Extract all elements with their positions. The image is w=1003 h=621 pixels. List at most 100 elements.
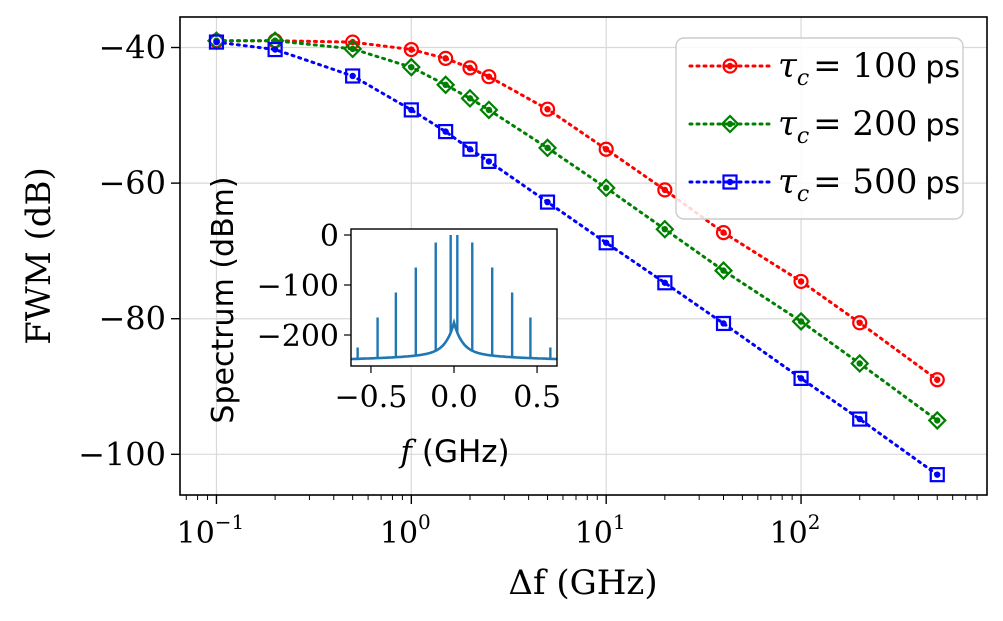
series-marker-dot [602,146,610,153]
series-marker-dot [485,106,493,114]
main-x-axis-label: Δf (GHz) [508,563,657,603]
series-marker-dot [442,55,449,62]
inset-x-axis-label: f (GHz) [398,434,509,470]
series-marker-square [403,102,419,118]
series-marker-dot [726,62,734,70]
x-tick-label: 102 [770,510,821,551]
series-marker-circle [481,69,497,85]
y-tick-label: −60 [98,164,166,202]
series-marker-circle [403,41,419,58]
series-marker-dot [934,376,941,383]
legend-box [675,37,964,220]
inset-x-tick-label: 0.0 [430,380,478,415]
series-marker-diamond [537,138,558,158]
series-marker-dot [797,278,805,285]
series-marker-dot [797,318,805,325]
series-marker-circle [657,182,673,198]
inset-x-tick-label: 0.5 [513,380,561,415]
series-marker-dot [661,186,669,194]
inset-y-tick-label: −100 [257,269,339,304]
series-marker-square [267,41,283,58]
series-marker-dot [934,471,941,478]
series-marker-square [657,275,673,291]
series-marker-dot [349,72,356,80]
series-marker-dot [720,229,727,236]
series-marker-diamond [927,410,947,430]
series-marker-square [598,235,614,251]
series-marker-dot [466,95,474,102]
series-marker-diamond [401,57,421,77]
series-marker-dot [442,128,449,135]
series-marker-dot [466,64,474,72]
series-marker-dot [544,106,551,113]
series-marker-dot [408,106,415,114]
inset-y-axis-label: Spectrum (dBm) [206,176,241,423]
x-tick-label: 101 [575,510,626,551]
series-marker-dot [485,158,493,165]
series-marker-square [852,411,868,427]
series-marker-circle [852,315,868,331]
series-marker-square [462,141,478,157]
main-axes: 10−1 100 101 102 −40 −60 −80 −100 [78,29,978,551]
series-marker-circle [715,225,732,241]
series-marker-dot [661,279,669,286]
series-marker-dot [408,46,415,53]
series-marker-dot [797,375,805,382]
series-marker-diamond [713,261,734,281]
series-marker-circle [539,101,556,117]
series-marker-circle [793,273,809,290]
series-marker-square [208,34,225,50]
series-marker-diamond [791,311,811,331]
series-marker-diamond [720,114,740,134]
x-tick-label: 10−1 [177,510,245,551]
series-marker-dot [856,415,863,423]
x-tick-label: 100 [380,510,431,551]
legend-label: τc = 200 ps [778,104,960,149]
inset-y-tick-label: 0 [320,219,339,254]
series-marker-square [722,174,738,190]
series-marker-dot [726,178,734,186]
main-plot-frame [179,16,988,496]
series-line [215,39,939,382]
inset-chart: −0.5 0.0 0.5 0 −100 −200 f (GHz) Spectrum (dBm) [206,176,561,470]
series-marker-square [793,370,809,386]
main-y-axis-label: FWM (dB) [19,167,59,344]
inset-background [351,229,557,366]
series-marker-dot [349,45,356,53]
series-marker-diamond [596,178,616,198]
series-marker-dot [934,417,941,424]
series-line [215,39,939,422]
series-marker-diamond [436,75,456,95]
y-tick-label: −40 [98,29,166,67]
series-marker-dot [213,38,220,46]
series-marker-square [481,153,497,170]
series-marker-dot [485,73,493,80]
series-marker-circle [438,50,454,66]
series-marker-dot [856,319,863,326]
series-marker-diamond [655,219,675,239]
y-tick-label: −100 [78,435,166,473]
inset-x-tick-label: −0.5 [335,380,408,415]
series-marker-dot [602,239,610,246]
series-marker-square [539,194,556,210]
series-marker-dot [726,120,734,128]
series-marker-dot [720,320,727,327]
series-marker-dot [661,226,669,233]
series-marker-dot [544,198,551,206]
main-series [206,31,947,483]
series-marker-circle [722,58,738,74]
series-marker-square [438,123,454,140]
series-marker-square [345,68,361,84]
legend-label: τc = 500 ps [778,162,960,207]
series-marker-square [715,315,732,332]
series-marker-dot [466,146,474,153]
legend: τc = 100 ps τc = 200 ps τc = 500 ps [675,37,964,220]
series-marker-diamond [850,353,870,374]
series-line [215,40,939,477]
series-marker-dot [602,184,610,192]
series-marker-dot [856,360,863,367]
series-marker-diamond [343,39,363,59]
series-marker-diamond [479,100,499,120]
series-marker-square [929,467,945,483]
